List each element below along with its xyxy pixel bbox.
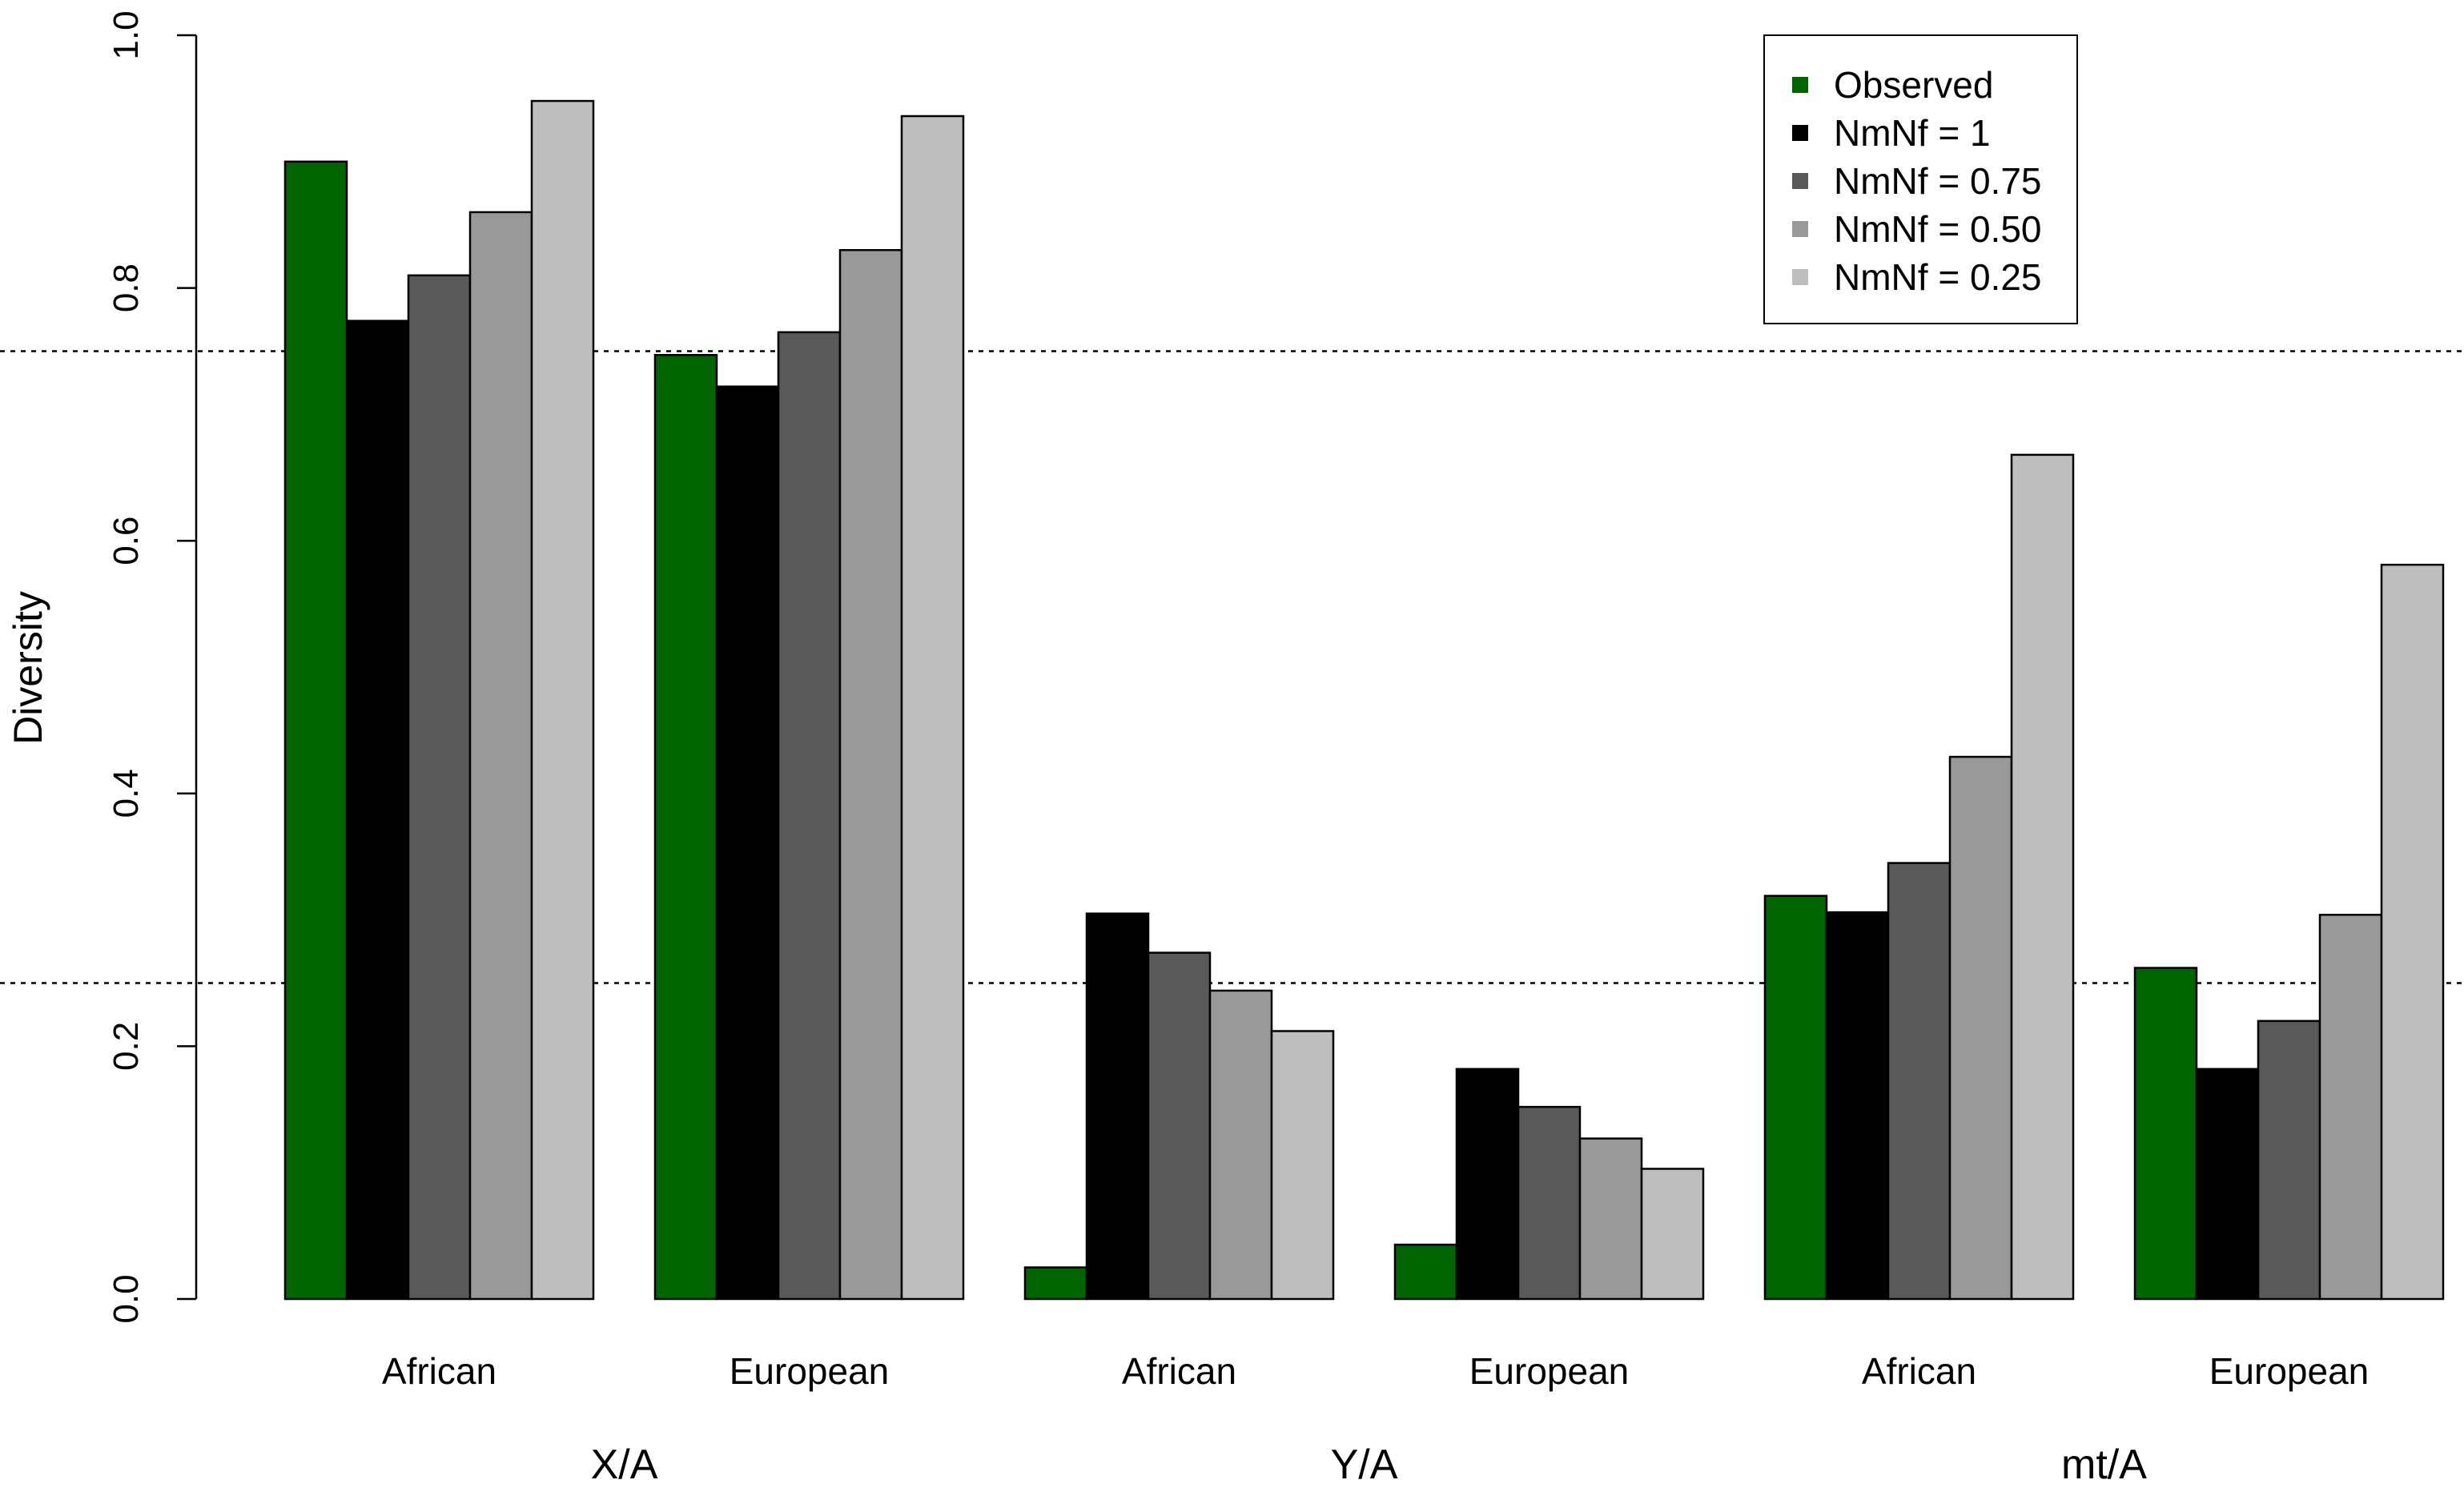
bar	[2195, 1068, 2260, 1301]
legend-swatch	[1792, 125, 1808, 141]
y-tick-label: 0.0	[107, 1274, 146, 1323]
bar	[283, 160, 348, 1301]
bar	[900, 115, 965, 1301]
y-tick-label: 1.0	[107, 10, 146, 59]
bar	[1023, 1266, 1088, 1301]
bar	[1578, 1137, 1643, 1301]
bar	[468, 211, 533, 1301]
legend-swatch	[1792, 173, 1808, 189]
legend-label: NmNf = 0.75	[1834, 160, 2042, 202]
bar	[653, 353, 718, 1301]
category-label: African	[1122, 1350, 1236, 1392]
category-label: African	[382, 1350, 496, 1392]
bar	[2380, 563, 2445, 1301]
bar	[777, 331, 842, 1301]
bar	[2318, 914, 2383, 1301]
y-axis: 0.0 0.2 0.4 0.6 0.8 1.0	[107, 10, 198, 1324]
bar	[1455, 1068, 1520, 1301]
bar	[1085, 912, 1150, 1301]
y-tick-label: 0.4	[107, 769, 146, 818]
y-tick-label: 0.2	[107, 1022, 146, 1071]
category-labels: African European African European African Eur…	[382, 1350, 2369, 1392]
category-label: African	[1862, 1350, 1976, 1392]
y-axis-title: Diversity	[6, 591, 50, 745]
bar	[1517, 1105, 1582, 1301]
bar	[2257, 1019, 2321, 1301]
legend-swatch	[1792, 77, 1808, 93]
category-label: European	[730, 1350, 890, 1392]
bar	[1825, 911, 1890, 1301]
bar	[1208, 989, 1273, 1301]
category-label: European	[2209, 1350, 2370, 1392]
bar	[1948, 755, 2013, 1301]
legend-box	[1763, 34, 2078, 324]
group-label: Y/A	[1331, 1442, 1398, 1488]
bar	[407, 274, 472, 1301]
bar	[345, 320, 410, 1301]
bar	[1270, 1030, 1335, 1301]
legend-label: NmNf = 1	[1834, 112, 1991, 154]
group-label: mt/A	[2061, 1442, 2147, 1488]
bar	[530, 99, 595, 1301]
bar	[1393, 1243, 1458, 1301]
bars	[283, 99, 2445, 1301]
legend-swatch	[1792, 269, 1808, 285]
bar	[1763, 895, 1828, 1301]
bar	[1640, 1168, 1705, 1301]
bar	[1887, 862, 1952, 1301]
legend: Observed NmNf = 1 NmNf = 0.75 NmNf = 0.50 Nm…	[1763, 34, 2078, 324]
y-tick-label: 0.6	[107, 517, 146, 565]
bar	[2010, 453, 2075, 1301]
legend-label: Observed	[1834, 64, 1993, 106]
bar	[715, 385, 780, 1301]
bar	[838, 249, 903, 1301]
bar	[2133, 967, 2198, 1301]
legend-label: NmNf = 0.50	[1834, 208, 2042, 250]
group-label: X/A	[591, 1442, 658, 1488]
legend-swatch	[1792, 221, 1808, 237]
category-label: European	[1469, 1350, 1630, 1392]
bar	[1147, 951, 1212, 1301]
y-tick-label: 0.8	[107, 263, 146, 312]
group-labels: X/A Y/A mt/A	[591, 1442, 2148, 1488]
legend-label: NmNf = 0.25	[1834, 256, 2042, 298]
